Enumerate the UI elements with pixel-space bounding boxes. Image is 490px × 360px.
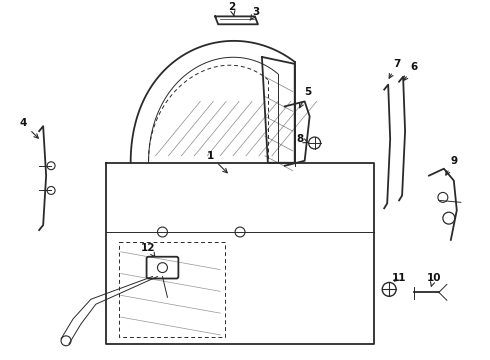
Text: 5: 5: [299, 86, 311, 108]
Text: 6: 6: [404, 62, 417, 80]
Text: 7: 7: [389, 59, 401, 78]
Text: 9: 9: [446, 156, 457, 175]
Text: 2: 2: [228, 3, 236, 15]
Text: 11: 11: [392, 273, 406, 283]
Text: 10: 10: [427, 273, 441, 286]
Text: 8: 8: [296, 134, 309, 144]
Text: 3: 3: [250, 8, 260, 20]
Text: 1: 1: [207, 151, 227, 173]
Text: 12: 12: [141, 243, 156, 257]
Text: 4: 4: [20, 118, 38, 138]
